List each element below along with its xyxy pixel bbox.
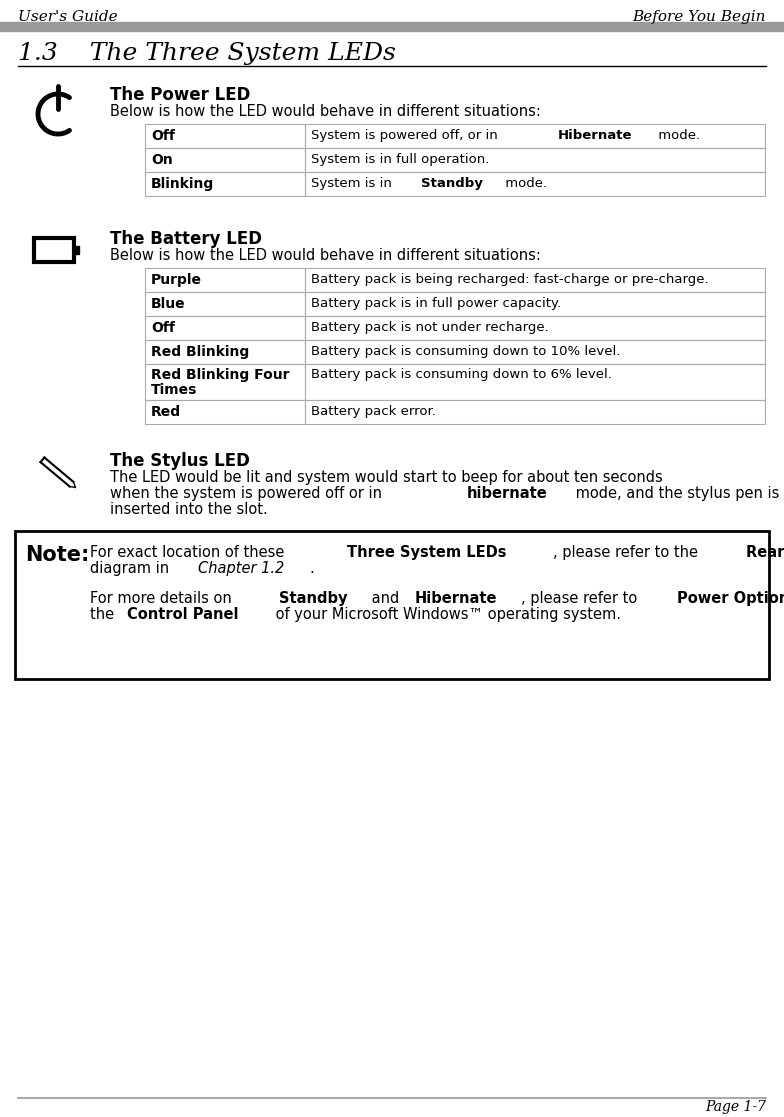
Text: The Battery LED: The Battery LED [110, 230, 262, 248]
Text: Blue: Blue [151, 297, 186, 311]
Bar [305, 364, 765, 400]
Bar [305, 147, 765, 172]
Text: On: On [151, 153, 172, 168]
Bar [305, 124, 765, 147]
Text: Below is how the LED would behave in different situations:: Below is how the LED would behave in dif… [110, 248, 541, 262]
Bar [145, 340, 305, 364]
Text: Battery pack is consuming down to 10% level.: Battery pack is consuming down to 10% le… [311, 345, 620, 359]
Text: System is in: System is in [311, 176, 396, 190]
Text: Three System LEDs: Three System LEDs [347, 545, 506, 560]
Text: System is in full operation.: System is in full operation. [311, 153, 489, 166]
Bar [305, 268, 765, 292]
Text: , please refer to the: , please refer to the [553, 545, 702, 560]
Text: Battery pack is consuming down to 6% level.: Battery pack is consuming down to 6% lev… [311, 367, 612, 381]
Text: Hibernate: Hibernate [415, 591, 497, 607]
Text: Battery pack error.: Battery pack error. [311, 405, 436, 418]
Bar [305, 172, 765, 195]
Text: Standby: Standby [421, 176, 483, 190]
Bar [305, 400, 765, 424]
Bar [145, 400, 305, 424]
Text: System is powered off, or in: System is powered off, or in [311, 128, 502, 142]
Text: Red Blinking Four: Red Blinking Four [151, 367, 289, 382]
Text: Rear View: Rear View [746, 545, 784, 560]
Text: Times: Times [151, 383, 198, 397]
Bar [74, 246, 79, 254]
Text: 1.3    The Three System LEDs: 1.3 The Three System LEDs [18, 42, 396, 65]
Text: Battery pack is not under recharge.: Battery pack is not under recharge. [311, 321, 549, 334]
Bar [34, 238, 74, 262]
Text: Battery pack is in full power capacity.: Battery pack is in full power capacity. [311, 297, 561, 311]
Bar [145, 172, 305, 195]
Text: mode, and the stylus pen is not: mode, and the stylus pen is not [571, 486, 784, 502]
Text: when the system is powered off or in: when the system is powered off or in [110, 486, 387, 502]
Text: The Stylus LED: The Stylus LED [110, 452, 250, 470]
Text: the: the [90, 607, 118, 622]
Text: Battery pack is being recharged: fast-charge or pre-charge.: Battery pack is being recharged: fast-ch… [311, 273, 709, 286]
Text: diagram in: diagram in [90, 561, 174, 576]
Text: Red: Red [151, 405, 181, 419]
Text: Power Options: Power Options [677, 591, 784, 607]
Text: Note:: Note: [25, 545, 89, 565]
Text: of your Microsoft Windows™ operating system.: of your Microsoft Windows™ operating sys… [271, 607, 621, 622]
Text: and: and [367, 591, 404, 607]
Text: Hibernate: Hibernate [557, 128, 632, 142]
Text: Off: Off [151, 321, 175, 335]
Text: Control Panel: Control Panel [127, 607, 238, 622]
Text: For more details on: For more details on [90, 591, 236, 607]
Bar [145, 268, 305, 292]
Text: The LED would be lit and system would start to beep for about ten seconds: The LED would be lit and system would st… [110, 470, 662, 485]
Text: , please refer to: , please refer to [521, 591, 642, 607]
Text: User's Guide: User's Guide [18, 10, 118, 23]
Text: hibernate: hibernate [467, 486, 548, 502]
Bar [145, 147, 305, 172]
Bar [145, 364, 305, 400]
Text: Before You Begin: Before You Begin [633, 10, 766, 23]
Bar [305, 292, 765, 316]
Text: .: . [310, 561, 314, 576]
Text: Blinking: Blinking [151, 176, 214, 191]
Bar [0, 22, 784, 31]
Text: Red Blinking: Red Blinking [151, 345, 249, 359]
Bar [15, 531, 769, 679]
Bar [145, 292, 305, 316]
Text: Below is how the LED would behave in different situations:: Below is how the LED would behave in dif… [110, 104, 541, 120]
Text: mode.: mode. [654, 128, 699, 142]
Bar [145, 316, 305, 340]
Text: Purple: Purple [151, 273, 202, 287]
Text: For exact location of these: For exact location of these [90, 545, 289, 560]
Text: Off: Off [151, 128, 175, 143]
Text: Chapter 1.2: Chapter 1.2 [198, 561, 285, 576]
Bar [305, 316, 765, 340]
Text: mode.: mode. [501, 176, 546, 190]
Text: Page 1-7: Page 1-7 [705, 1100, 766, 1114]
Text: The Power LED: The Power LED [110, 86, 250, 104]
Bar [145, 124, 305, 147]
Text: Standby: Standby [279, 591, 347, 607]
Bar [305, 340, 765, 364]
Text: inserted into the slot.: inserted into the slot. [110, 502, 268, 517]
